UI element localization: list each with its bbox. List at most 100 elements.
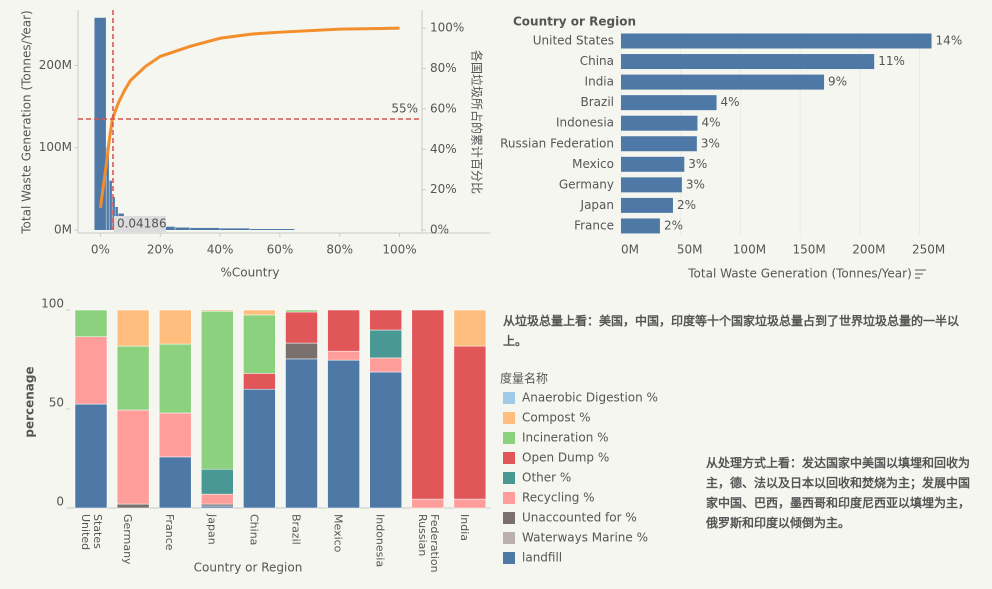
bar <box>106 147 109 230</box>
legend-swatch <box>503 492 515 504</box>
y-tick-label: 100M <box>39 140 72 154</box>
value-label: 2% <box>664 218 683 232</box>
category-label: India <box>585 75 614 89</box>
x-axis-title: %Country <box>220 266 279 280</box>
bar <box>94 17 106 231</box>
cumulative-line <box>98 26 400 208</box>
category-label: Brazil <box>289 514 303 545</box>
bar-segment <box>453 498 487 509</box>
legend-swatch <box>503 412 515 424</box>
bar-segment <box>285 309 318 313</box>
bar-segment <box>201 309 234 312</box>
bar-segment <box>285 311 318 344</box>
bar-segment <box>201 493 234 505</box>
y-tick-label: 0M <box>54 223 72 237</box>
bar <box>220 228 250 230</box>
legend-label: Other % <box>522 471 571 485</box>
y2-tick-label: 40% <box>430 142 457 156</box>
bar-segment <box>116 409 150 505</box>
y-tick-label: 200M <box>39 58 72 72</box>
bar-segment <box>243 373 276 390</box>
bar <box>621 95 717 111</box>
category-label: Indonesia <box>556 116 614 130</box>
bar-segment <box>453 345 487 500</box>
x-tick-label: 60% <box>267 243 294 257</box>
category-label: France <box>574 218 614 232</box>
category-label: Mexico <box>572 157 614 171</box>
y-tick-label: 0 <box>56 495 64 509</box>
bar-segment <box>243 309 276 316</box>
bar-segment <box>158 456 192 509</box>
legend-swatch <box>503 532 515 544</box>
bar-segment <box>116 309 150 347</box>
bar-segment <box>369 357 402 373</box>
bar-segment <box>74 336 108 405</box>
legend-label: Open Dump % <box>522 451 609 465</box>
legend-swatch <box>503 452 515 464</box>
bar <box>621 136 697 152</box>
category-label: France <box>163 514 177 551</box>
bar-segment <box>158 309 192 345</box>
legend-swatch <box>503 432 515 444</box>
bar-segment <box>158 412 192 458</box>
x-tick-label: 0M <box>621 243 639 257</box>
x-tick-label: 100M <box>733 243 766 257</box>
legend-title: 度量名称 <box>500 371 548 386</box>
bar-segment <box>116 345 150 411</box>
x-tick-label: 200M <box>852 243 885 257</box>
category-label: India <box>457 514 471 541</box>
y-tick-label: 50 <box>49 396 64 410</box>
y2-tick-label: 100% <box>430 21 464 35</box>
x-axis-title: Total Waste Generation (Tonnes/Year) <box>687 267 912 281</box>
x-tick-label: 150M <box>793 243 826 257</box>
bar <box>190 227 220 230</box>
value-label: 3% <box>688 157 707 171</box>
bar-segment <box>327 359 360 509</box>
sort-icon[interactable] <box>915 269 926 279</box>
legend-label: Recycling % <box>522 491 595 505</box>
category-label: Germany <box>121 514 135 565</box>
note: 从垃圾总量上看：美国，中国，印度等十个国家垃圾总量占到了世界垃圾总量的一半以上。 <box>503 314 960 348</box>
y-axis-title: Total Waste Generation (Tonnes/Year) <box>20 10 34 235</box>
note: 从处理方式上看：发达国家中美国以填埋和回收为主，德、法以及日本以回收和焚烧为主；… <box>706 456 971 530</box>
category-label: Brazil <box>581 95 615 109</box>
bar <box>621 197 673 213</box>
category-label: Japan <box>205 514 219 545</box>
x-tick-label: 50M <box>677 243 703 257</box>
category-label: Japan <box>580 198 614 212</box>
y2-tick-label: 60% <box>430 101 457 115</box>
bar <box>621 218 660 234</box>
bar-segment <box>116 503 150 509</box>
x-tick-label: 250M <box>912 243 945 257</box>
bar <box>250 229 295 230</box>
bar-segment <box>201 468 234 495</box>
bar <box>175 227 190 230</box>
legend-label: Incineration % <box>522 431 609 445</box>
legend-label: Compost % <box>522 411 591 425</box>
x-tick-label: 0% <box>91 243 110 257</box>
legend-label: Anaerobic Digestion % <box>522 391 658 405</box>
bar-segment <box>327 350 360 361</box>
reference-label: 0.04186 <box>117 217 167 231</box>
bar-segment <box>74 309 108 337</box>
bar-segment <box>201 310 234 470</box>
bar <box>621 156 685 172</box>
bar-segment <box>453 309 487 347</box>
bar-segment <box>201 505 234 509</box>
bar-segment <box>285 358 318 509</box>
bar <box>160 226 175 230</box>
bar-segment <box>369 371 402 509</box>
bar-segment <box>411 498 445 509</box>
bar-segment <box>369 329 402 359</box>
category-label: United States <box>79 514 104 551</box>
category-label: China <box>580 54 614 68</box>
value-label: 2% <box>677 198 696 212</box>
bar-segment <box>243 388 276 509</box>
y-tick-label: 100 <box>41 297 64 311</box>
y2-axis-title: 各国垃圾所占的累计百分比 <box>470 50 485 194</box>
bar-segment <box>411 309 445 500</box>
x-tick-label: 20% <box>147 243 174 257</box>
value-label: 3% <box>701 136 720 150</box>
